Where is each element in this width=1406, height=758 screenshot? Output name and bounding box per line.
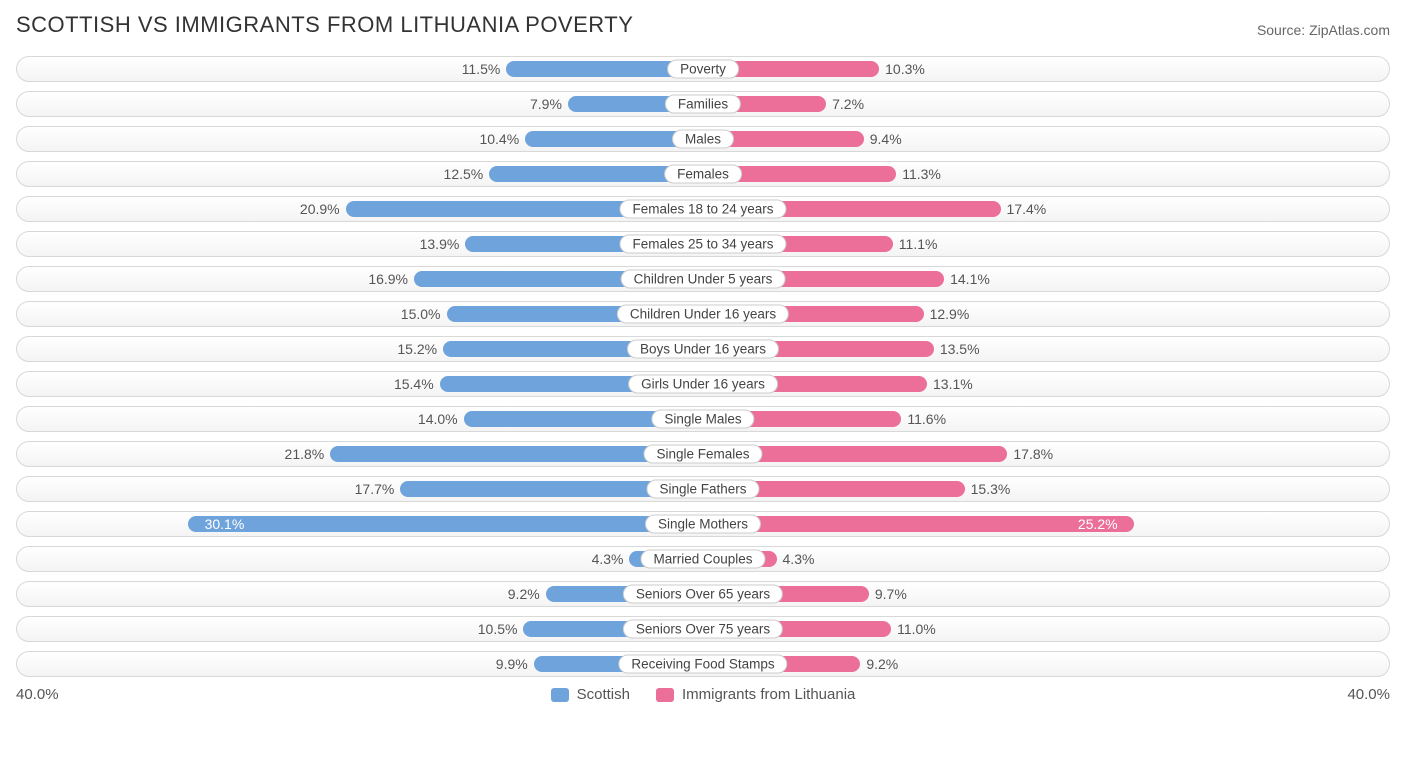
value-right: 11.0% xyxy=(897,621,936,637)
bar-left xyxy=(188,516,703,532)
value-left: 14.0% xyxy=(418,411,458,427)
value-right: 17.4% xyxy=(1007,201,1047,217)
chart-row: 13.9% 11.1% Females 25 to 34 years xyxy=(16,231,1390,257)
legend-item-left: Scottish xyxy=(551,686,630,703)
chart-row: 10.5% 11.0% Seniors Over 75 years xyxy=(16,616,1390,642)
value-right: 14.1% xyxy=(950,271,990,287)
axis-max-right: 40.0% xyxy=(1347,686,1390,703)
chart-row: 15.4% 13.1% Girls Under 16 years xyxy=(16,371,1390,397)
value-left: 15.0% xyxy=(401,306,441,322)
category-label: Single Fathers xyxy=(646,480,759,499)
chart-row: 30.1% 25.2% Single Mothers xyxy=(16,511,1390,537)
value-right: 15.3% xyxy=(971,481,1011,497)
value-right: 13.5% xyxy=(940,341,980,357)
value-left: 4.3% xyxy=(592,551,624,567)
chart-row: 15.0% 12.9% Children Under 16 years xyxy=(16,301,1390,327)
chart-row: 4.3% 4.3% Married Couples xyxy=(16,546,1390,572)
legend-label-left: Scottish xyxy=(577,686,630,703)
category-label: Families xyxy=(665,95,741,114)
chart-title: SCOTTISH VS IMMIGRANTS FROM LITHUANIA PO… xyxy=(16,12,633,38)
value-left: 9.2% xyxy=(508,586,540,602)
value-right: 25.2% xyxy=(1078,516,1118,532)
category-label: Poverty xyxy=(667,60,739,79)
category-label: Girls Under 16 years xyxy=(628,375,778,394)
chart-row: 11.5% 10.3% Poverty xyxy=(16,56,1390,82)
value-left: 10.5% xyxy=(478,621,518,637)
category-label: Females 25 to 34 years xyxy=(619,235,786,254)
chart-row: 10.4% 9.4% Males xyxy=(16,126,1390,152)
legend-swatch-right xyxy=(656,688,674,702)
value-left: 21.8% xyxy=(285,446,325,462)
chart-row: 9.2% 9.7% Seniors Over 65 years xyxy=(16,581,1390,607)
value-right: 17.8% xyxy=(1013,446,1053,462)
category-label: Single Females xyxy=(643,445,762,464)
value-left: 7.9% xyxy=(530,96,562,112)
source-attribution: Source: ZipAtlas.com xyxy=(1257,22,1390,38)
value-right: 9.2% xyxy=(866,656,898,672)
category-label: Boys Under 16 years xyxy=(627,340,779,359)
category-label: Receiving Food Stamps xyxy=(618,655,787,674)
chart-row: 14.0% 11.6% Single Males xyxy=(16,406,1390,432)
legend-item-right: Immigrants from Lithuania xyxy=(656,686,855,703)
legend-swatch-left xyxy=(551,688,569,702)
chart-row: 12.5% 11.3% Females xyxy=(16,161,1390,187)
chart-row: 9.9% 9.2% Receiving Food Stamps xyxy=(16,651,1390,677)
category-label: Children Under 16 years xyxy=(617,305,789,324)
value-left: 17.7% xyxy=(355,481,395,497)
value-left: 12.5% xyxy=(444,166,484,182)
category-label: Seniors Over 75 years xyxy=(623,620,783,639)
value-right: 9.4% xyxy=(870,131,902,147)
value-left: 15.2% xyxy=(397,341,437,357)
value-right: 12.9% xyxy=(930,306,970,322)
category-label: Females 18 to 24 years xyxy=(619,200,786,219)
value-right: 11.1% xyxy=(899,236,938,252)
value-left: 20.9% xyxy=(300,201,340,217)
value-left: 9.9% xyxy=(496,656,528,672)
value-right: 10.3% xyxy=(885,61,925,77)
value-right: 4.3% xyxy=(783,551,815,567)
bar-right xyxy=(703,516,1134,532)
chart-row: 7.9% 7.2% Families xyxy=(16,91,1390,117)
axis-max-left: 40.0% xyxy=(16,686,59,703)
value-left: 30.1% xyxy=(205,516,245,532)
legend: Scottish Immigrants from Lithuania xyxy=(551,686,856,703)
chart-row: 20.9% 17.4% Females 18 to 24 years xyxy=(16,196,1390,222)
category-label: Males xyxy=(672,130,734,149)
value-right: 11.3% xyxy=(902,166,941,182)
category-label: Females xyxy=(664,165,742,184)
chart-row: 17.7% 15.3% Single Fathers xyxy=(16,476,1390,502)
value-left: 10.4% xyxy=(479,131,519,147)
category-label: Children Under 5 years xyxy=(621,270,786,289)
category-label: Single Mothers xyxy=(645,515,761,534)
value-right: 7.2% xyxy=(832,96,864,112)
chart-row: 15.2% 13.5% Boys Under 16 years xyxy=(16,336,1390,362)
category-label: Seniors Over 65 years xyxy=(623,585,783,604)
value-left: 13.9% xyxy=(420,236,460,252)
category-label: Single Males xyxy=(651,410,754,429)
value-left: 16.9% xyxy=(368,271,408,287)
value-right: 13.1% xyxy=(933,376,973,392)
value-right: 9.7% xyxy=(875,586,907,602)
chart-row: 21.8% 17.8% Single Females xyxy=(16,441,1390,467)
value-left: 11.5% xyxy=(462,61,501,77)
value-left: 15.4% xyxy=(394,376,434,392)
legend-label-right: Immigrants from Lithuania xyxy=(682,686,855,703)
diverging-bar-chart: 11.5% 10.3% Poverty 7.9% 7.2% Families 10.4% 9.… xyxy=(16,56,1390,677)
value-right: 11.6% xyxy=(907,411,946,427)
category-label: Married Couples xyxy=(640,550,765,569)
chart-row: 16.9% 14.1% Children Under 5 years xyxy=(16,266,1390,292)
